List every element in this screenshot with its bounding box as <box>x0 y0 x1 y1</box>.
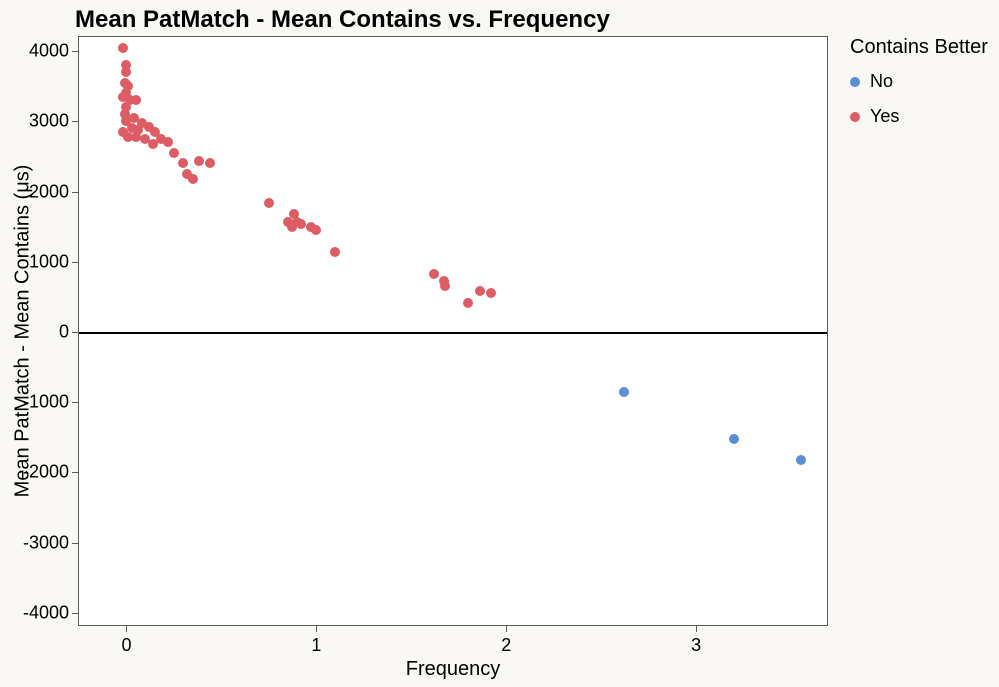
x-tick-label: 2 <box>501 625 511 656</box>
scatter-point <box>440 281 450 291</box>
x-axis-title: Frequency <box>406 658 501 681</box>
legend: Contains Better No Yes <box>850 36 988 141</box>
scatter-point <box>311 225 321 235</box>
y-tick-label: 3000 <box>29 111 79 132</box>
scatter-point <box>131 95 141 105</box>
scatter-point <box>188 174 198 184</box>
scatter-point <box>296 219 306 229</box>
scatter-point <box>330 247 340 257</box>
scatter-point <box>729 434 739 444</box>
scatter-point <box>463 298 473 308</box>
scatter-point <box>796 455 806 465</box>
legend-swatch-icon <box>850 77 860 87</box>
scatter-point <box>121 67 131 77</box>
legend-swatch-icon <box>850 112 860 122</box>
x-tick-label: 0 <box>121 625 131 656</box>
x-tick-label: 3 <box>691 625 701 656</box>
legend-item-label: No <box>870 71 893 92</box>
y-axis-title: Mean PatMatch - Mean Contains (μs) <box>12 165 35 498</box>
chart-container: Mean PatMatch - Mean Contains vs. Freque… <box>0 0 999 687</box>
legend-item: No <box>850 71 988 92</box>
chart-title: Mean PatMatch - Mean Contains vs. Freque… <box>75 6 610 34</box>
legend-item: Yes <box>850 106 988 127</box>
scatter-point <box>148 139 158 149</box>
y-tick-label: 2000 <box>29 181 79 202</box>
y-tick-label: 0 <box>59 322 79 343</box>
y-tick-label: -3000 <box>23 532 79 553</box>
scatter-point <box>205 158 215 168</box>
scatter-point <box>131 132 141 142</box>
scatter-point <box>486 288 496 298</box>
scatter-point <box>178 158 188 168</box>
plot-area: -4000-3000-2000-100001000200030004000012… <box>78 36 828 626</box>
y-tick-label: 1000 <box>29 251 79 272</box>
scatter-point <box>619 387 629 397</box>
zero-reference-line <box>79 332 827 334</box>
scatter-point <box>169 148 179 158</box>
scatter-point <box>429 269 439 279</box>
scatter-point <box>475 286 485 296</box>
y-tick-label: -4000 <box>23 602 79 623</box>
scatter-point <box>163 137 173 147</box>
scatter-point <box>118 43 128 53</box>
scatter-point <box>264 198 274 208</box>
scatter-point <box>287 222 297 232</box>
scatter-point <box>194 156 204 166</box>
legend-title: Contains Better <box>850 36 988 59</box>
y-tick-label: 4000 <box>29 41 79 62</box>
legend-item-label: Yes <box>870 106 899 127</box>
x-tick-label: 1 <box>311 625 321 656</box>
